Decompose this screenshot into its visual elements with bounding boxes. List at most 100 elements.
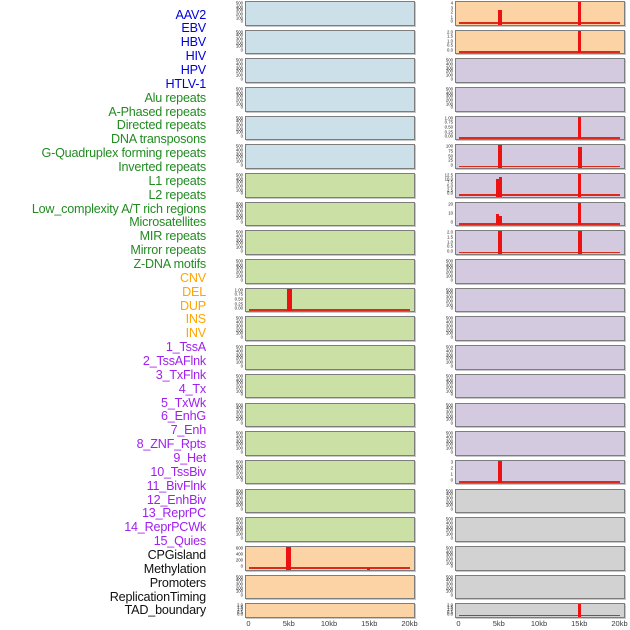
track-label: AAV2 <box>175 7 207 22</box>
track-label: INS <box>185 312 207 327</box>
signal-baseline <box>458 51 620 53</box>
y-axis-tick-label: 500 <box>235 315 243 321</box>
track-label: ReplicationTiming <box>109 589 206 604</box>
signal-peak-bar <box>578 146 582 168</box>
plot-box <box>455 517 625 542</box>
plot-box <box>455 373 625 399</box>
y-axis-tick-label: 200 <box>235 240 243 246</box>
track-label: 3_TxFlnk <box>155 367 206 382</box>
y-axis-tick-label: 100 <box>445 72 453 78</box>
y-axis-tick-label: 500 <box>235 29 243 35</box>
y-axis-tick-label: 500 <box>235 172 243 178</box>
y-axis-tick-label: 500 <box>235 229 243 235</box>
track-label: DUP <box>180 298 206 313</box>
signal-peak-bar <box>578 116 582 140</box>
y-axis-tick-label: 0.50 <box>234 296 243 302</box>
signal-peak-bar <box>578 30 582 54</box>
y-axis-tick-label: 0 <box>450 391 453 397</box>
y-axis-tick-label: 20 <box>448 201 453 207</box>
y-axis-tick-label: 200 <box>445 556 453 562</box>
track-label: Methylation <box>143 561 206 576</box>
y-axis-tick-label: 300 <box>235 179 243 185</box>
plot-box <box>245 488 415 514</box>
y-axis-tick-label: 400 <box>235 348 243 354</box>
y-axis-tick-label: 500 <box>445 86 453 92</box>
plot-box <box>245 603 415 618</box>
track-label: DEL <box>182 284 206 299</box>
track-label: G-Quadruplex forming repeats <box>41 146 207 161</box>
y-axis-tick-label: 200 <box>445 68 453 74</box>
y-axis-tick-label: 300 <box>235 122 243 128</box>
signal-peak-bar <box>366 567 371 570</box>
y-axis-tick-label: 400 <box>445 491 453 497</box>
y-axis-tick-label: 200 <box>445 585 453 591</box>
y-axis-tick-label: 400 <box>235 405 243 411</box>
y-axis-tick-label: 100 <box>445 101 453 107</box>
y-axis-tick-label: 2.0 <box>447 602 453 608</box>
track-label: 11_BivFlnk <box>146 478 207 493</box>
y-axis-tick-label: 300 <box>235 265 243 271</box>
y-axis-tick-label: 400 <box>235 204 243 210</box>
y-axis-tick-label: 100 <box>235 502 243 508</box>
y-axis-tick-label: 200 <box>445 527 453 533</box>
y-axis-tick-label: 300 <box>235 352 243 358</box>
y-axis-tick-label: 0 <box>240 535 243 541</box>
y-axis-tick-label: 0.5 <box>447 42 453 48</box>
signal-peak-bar <box>578 202 582 226</box>
track-label: Alu repeats <box>144 90 206 105</box>
y-axis-tick-label: 100 <box>235 588 243 594</box>
y-axis-tick-label: 200 <box>235 413 243 419</box>
track-label: 8_ZNF_Rpts <box>136 437 207 452</box>
y-axis-tick-label: 0 <box>240 190 243 196</box>
y-axis-tick-label: 100 <box>235 273 243 279</box>
signal-peak-bar <box>578 604 582 617</box>
x-axis-tick-label: 0 <box>456 618 461 628</box>
track-label: Promoters <box>149 575 206 590</box>
signal-peak-bar <box>286 546 292 570</box>
plot-box <box>455 29 625 55</box>
y-axis-tick-label: 100 <box>235 445 243 451</box>
y-axis-tick-label: 400 <box>235 32 243 38</box>
plot-box <box>245 58 415 83</box>
y-axis-tick-label: 500 <box>235 143 243 149</box>
y-axis-tick-label: 0 <box>240 420 243 426</box>
track-label: Microsatellites <box>129 215 206 230</box>
y-axis-tick-label: 0.5 <box>237 609 243 614</box>
plot-box <box>245 230 415 256</box>
y-axis-tick-label: 0.75 <box>444 119 453 125</box>
y-axis-tick-label: 2.0 <box>447 29 453 35</box>
y-axis-tick-label: 50 <box>448 153 453 159</box>
y-axis-tick-label: 300 <box>445 294 453 300</box>
track-label: TAD_boundary <box>124 603 207 618</box>
y-axis-tick-label: 2 <box>450 9 453 15</box>
y-axis-tick-label: 7.5 <box>447 179 453 185</box>
y-axis-tick-label: 100 <box>235 15 243 21</box>
plot-box <box>455 259 625 284</box>
signal-peak-bar <box>499 215 502 226</box>
y-axis-tick-label: 1.5 <box>447 33 453 39</box>
y-axis-tick-label: 500 <box>445 344 453 350</box>
y-axis-tick-label: 1.0 <box>447 606 453 612</box>
y-axis-tick-label: 25 <box>448 157 453 163</box>
y-axis-tick-label: 300 <box>235 495 243 501</box>
y-axis-tick-label: 400 <box>445 319 453 325</box>
y-axis-tick-label: 100 <box>235 215 243 221</box>
y-axis-tick-label: 3 <box>450 459 453 465</box>
track-label: Inverted repeats <box>118 160 206 175</box>
track-label: 14_ReprPCWk <box>124 520 206 535</box>
track-label: A-Phased repeats <box>108 104 206 119</box>
y-axis-tick-label: 300 <box>445 438 453 444</box>
y-axis-tick-label: 100 <box>445 588 453 594</box>
track-label: HPV <box>180 63 206 78</box>
signal-baseline <box>458 481 620 483</box>
y-axis-tick-label: 200 <box>445 97 453 103</box>
y-axis-tick-label: 300 <box>445 352 453 358</box>
plot-box <box>455 173 625 198</box>
track-label: L2 repeats <box>148 187 206 202</box>
track-label: Z-DNA motifs <box>133 257 207 272</box>
y-axis-tick-label: 500 <box>235 402 243 408</box>
y-axis-tick-label: 100 <box>445 445 453 451</box>
y-axis-tick-label: 300 <box>445 495 453 501</box>
signal-baseline <box>458 22 620 24</box>
y-axis-tick-label: 0 <box>450 506 453 512</box>
